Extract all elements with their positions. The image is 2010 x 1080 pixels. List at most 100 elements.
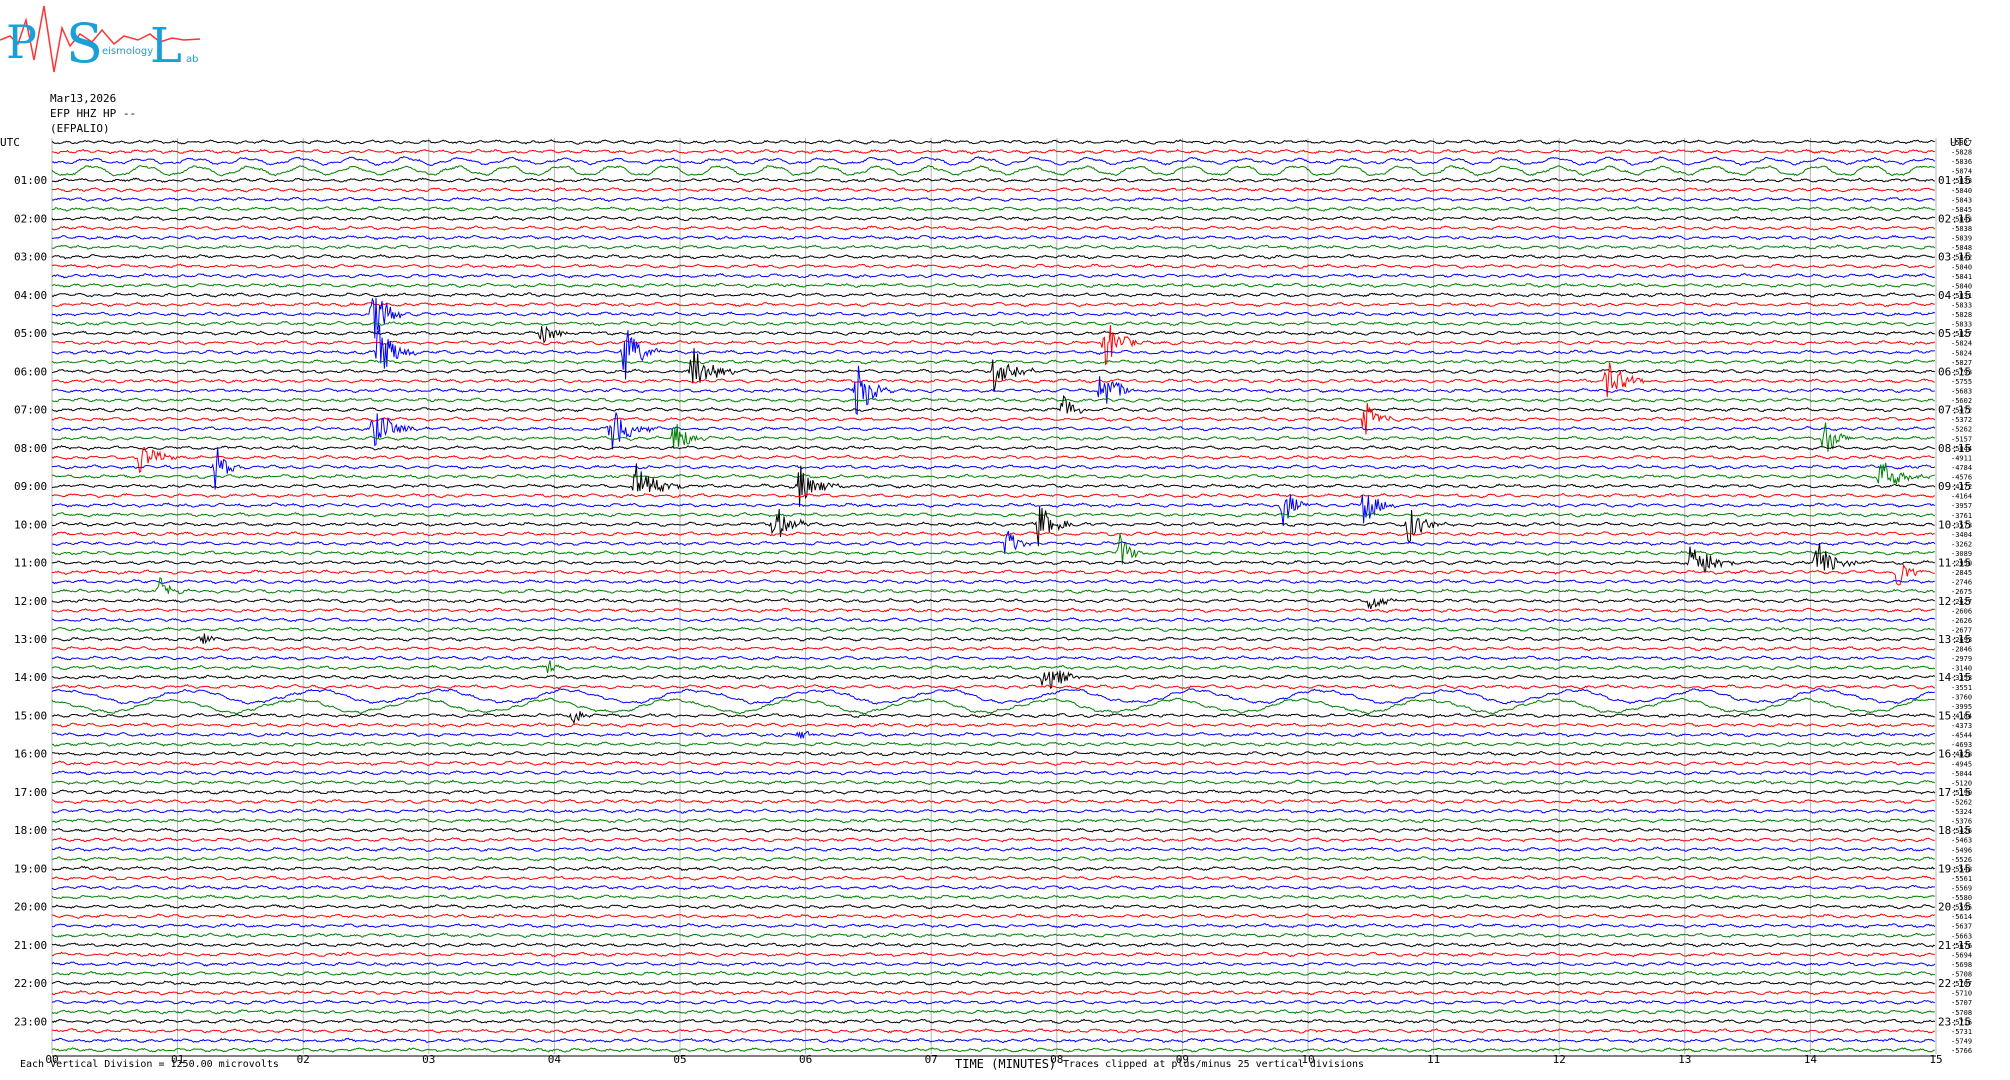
x-axis-title: TIME (MINUTES) (955, 1057, 1057, 1071)
trace-offset-label: -5843 (1951, 196, 1972, 204)
trace-offset-label: -3404 (1951, 531, 1972, 539)
trace-offset-label: -4945 (1951, 760, 1972, 768)
trace-offset-label: -3262 (1951, 540, 1972, 548)
right-hour-label: 23:15 (1938, 1015, 1971, 1028)
x-tick-label: 06 (799, 1053, 812, 1066)
footer-center-note: Traces clipped at plus/minus 25 vertical… (1063, 1059, 1365, 1070)
trace-offset-label: -5472 (1951, 407, 1972, 415)
seismic-trace (51, 234, 1936, 241)
seismic-trace (51, 187, 1935, 193)
right-hour-label: 20:15 (1938, 901, 1971, 914)
seismic-trace (51, 139, 1935, 145)
trace-offset-label: -2627 (1951, 598, 1972, 606)
left-hour-label: 20:00 (14, 901, 47, 914)
trace-offset-label: -3760 (1951, 693, 1972, 701)
seismic-trace (51, 301, 1935, 308)
seismic-trace (51, 253, 1935, 260)
trace-offset-label: -5755 (1951, 378, 1972, 386)
trace-offset-label: -5637 (1951, 923, 1972, 931)
trace-offset-label: -5831 (1951, 292, 1972, 300)
trace-offset-label: -3353 (1951, 674, 1972, 682)
trace-offset-label: -5710 (1951, 990, 1972, 998)
seismic-trace (51, 670, 1936, 689)
trace-offset-label: -5833 (1951, 177, 1972, 185)
trace-offset-label: -5044 (1951, 445, 1972, 453)
trace-offset-label: -4911 (1951, 454, 1972, 462)
trace-offset-label: -5749 (1951, 1037, 1972, 1045)
trace-offset-label: -5262 (1951, 798, 1972, 806)
seismic-trace (51, 325, 1935, 344)
trace-offset-label: -2677 (1951, 626, 1972, 634)
trace-offset-label: -2746 (1951, 579, 1972, 587)
x-tick-label: 15 (1929, 1053, 1942, 1066)
right-hour-label: 15:15 (1938, 709, 1971, 722)
trace-offset-label: -5698 (1951, 961, 1972, 969)
seismic-trace (51, 617, 1936, 623)
right-hour-label: 22:15 (1938, 977, 1971, 990)
seismic-trace (51, 365, 1935, 416)
seismic-trace (51, 837, 1935, 843)
right-hour-label: 16:15 (1938, 748, 1971, 761)
trace-offset-label: -5839 (1951, 235, 1972, 243)
seismic-trace (51, 506, 1935, 547)
right-hour-label: 10:15 (1938, 518, 1971, 531)
trace-offset-label: -4576 (1951, 474, 1972, 482)
trace-offset-label: -5824 (1951, 340, 1972, 348)
trace-offset-label: -2845 (1951, 569, 1972, 577)
logo-small-text: eismology (102, 46, 153, 57)
station-label: (EFPALIO) (50, 122, 110, 135)
trace-offset-label: -2626 (1951, 617, 1972, 625)
trace-offset-label: -5663 (1951, 932, 1972, 940)
seismic-trace (51, 292, 1935, 298)
trace-offset-label: -5838 (1951, 225, 1972, 233)
trace-offset-label: -5824 (1951, 349, 1972, 357)
seismic-trace (51, 362, 1935, 398)
seismic-trace (51, 394, 1935, 414)
left-hour-label: 07:00 (14, 404, 47, 417)
right-hour-label: 21:15 (1938, 939, 1971, 952)
right-hour-label: 18:15 (1938, 824, 1971, 837)
seismic-trace (51, 156, 1936, 167)
trace-offset-label: -3551 (1951, 684, 1972, 692)
left-hour-label: 10:00 (14, 518, 47, 531)
trace-offset-label: -2606 (1951, 607, 1972, 615)
seismic-trace (51, 741, 1935, 747)
date-label: Mar13,2026 (50, 92, 117, 105)
right-hour-label: 13:15 (1938, 633, 1971, 646)
seismic-trace (51, 875, 1936, 881)
seismic-trace (51, 225, 1936, 231)
trace-offset-label: -5190 (1951, 789, 1972, 797)
seismic-trace (51, 447, 1936, 490)
trace-offset-label: -3761 (1951, 512, 1972, 520)
left-hour-label: 13:00 (14, 633, 47, 646)
trace-offset-label: -5708 (1951, 971, 1972, 979)
seismic-trace (51, 1009, 1935, 1015)
seismic-trace (51, 325, 1936, 366)
seismic-trace (51, 320, 1935, 327)
seismic-trace (51, 923, 1936, 929)
trace-offset-label: -5120 (1951, 779, 1972, 787)
left-hour-label: 01:00 (14, 174, 47, 187)
x-tick-label: 07 (925, 1053, 938, 1066)
seismic-trace (51, 263, 1935, 270)
left-hour-label: 05:00 (14, 327, 47, 340)
seismic-trace (51, 244, 1936, 250)
trace-offset-label: -2979 (1951, 655, 1972, 663)
trace-offset-label: -2675 (1951, 588, 1972, 596)
seismic-trace (51, 951, 1935, 958)
seismic-trace (51, 697, 1935, 715)
seismic-trace (51, 626, 1936, 633)
logo-letter-s: S (66, 12, 103, 75)
left-hour-label: 19:00 (14, 862, 47, 875)
trace-offset-label: -5707 (1951, 999, 1972, 1007)
trace-offset-label: -5793 (1951, 368, 1972, 376)
seismic-trace (51, 578, 1935, 585)
psl-logo: P S L eismology ab (0, 5, 201, 75)
trace-offset-label: -5827 (1951, 330, 1972, 338)
seismic-trace (51, 297, 1936, 339)
right-hour-label: 14:15 (1938, 671, 1971, 684)
seismic-trace (51, 760, 1936, 767)
trace-offset-label: -2950 (1951, 560, 1972, 568)
x-tick-label: 04 (548, 1053, 562, 1066)
